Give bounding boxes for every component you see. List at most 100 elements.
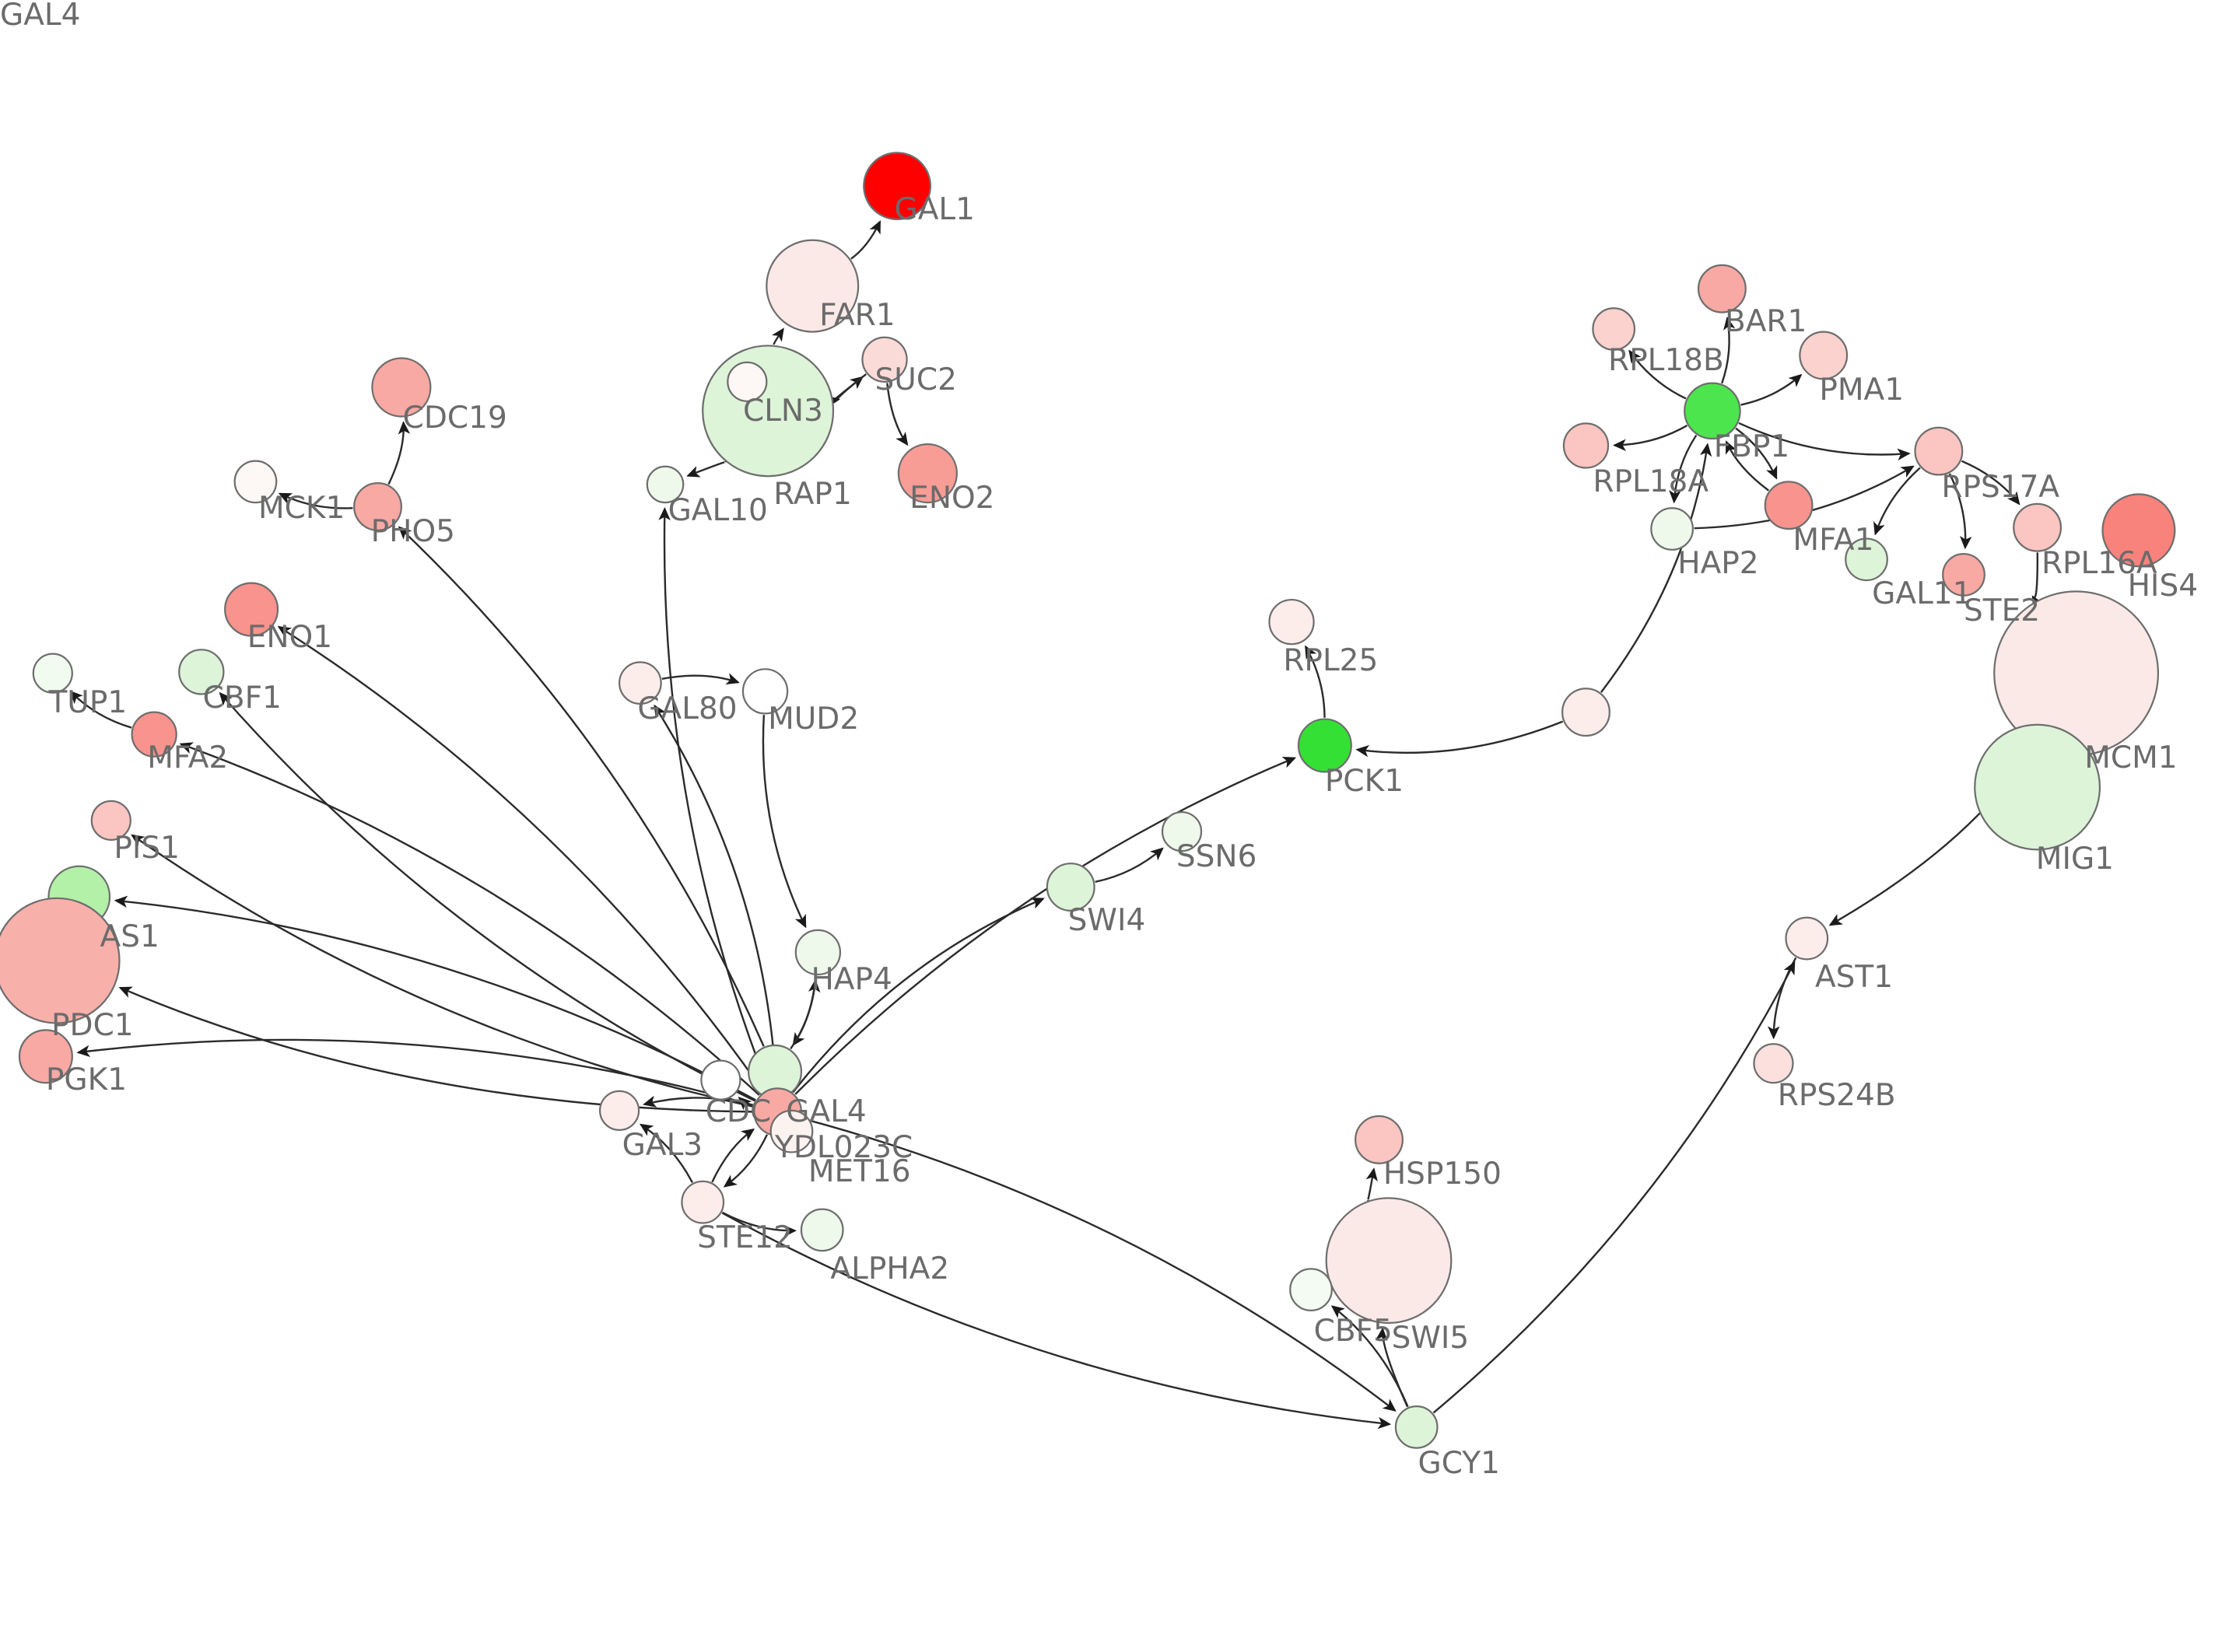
edge-PCK1-to-RPL25 xyxy=(1305,645,1326,718)
edge-FBP1-to-BAR1 xyxy=(1721,316,1736,384)
node-RPL25[interactable] xyxy=(1268,598,1315,646)
node-GCY1[interactable] xyxy=(1394,1405,1439,1449)
edge-PHO5-to-MCK1 xyxy=(278,492,353,509)
edge-GAL4-to-STE12 xyxy=(723,1134,769,1188)
edge-GAL4-to-AS1 xyxy=(114,895,756,1101)
edge-HAP4-to-GALHUB xyxy=(792,975,817,1047)
edge-STE12-to-GAL3 xyxy=(639,1123,694,1183)
node-MUD2[interactable] xyxy=(741,668,789,715)
edge-FBP1-to-RPS17A xyxy=(1738,422,1911,460)
node-HAP4[interactable] xyxy=(794,929,842,976)
node-PCK1[interactable] xyxy=(1297,718,1352,773)
node-HSP150[interactable] xyxy=(1355,1115,1404,1164)
edge-RPS17A-to-STE2 xyxy=(1948,473,1972,550)
edge-SUC2-to-CLN3 xyxy=(826,373,867,408)
edge-layer xyxy=(69,220,2044,1430)
edge-SWI5-to-HSP150 xyxy=(1365,1167,1378,1202)
edge-UNL1-to-FBP1 xyxy=(1600,443,1712,693)
node-UNL1[interactable] xyxy=(1561,688,1610,737)
node-GAL1[interactable] xyxy=(863,152,932,221)
node-FBP1[interactable] xyxy=(1684,382,1741,440)
node-BAR1[interactable] xyxy=(1697,264,1747,313)
node-RPL16A[interactable] xyxy=(2013,502,2063,552)
node-GAL11[interactable] xyxy=(1845,537,1888,582)
edge-RPL16A-to-MCM1 xyxy=(2031,552,2044,610)
node-FAR1[interactable] xyxy=(766,239,860,333)
edge-GAL4-to-PIS1 xyxy=(131,834,754,1108)
edge-FAR1-to-GAL1 xyxy=(850,220,881,260)
node-SWI5[interactable] xyxy=(1325,1197,1453,1325)
edge-RPS17A-to-GAL11 xyxy=(1873,467,1921,536)
node-STE2[interactable] xyxy=(1942,553,1985,597)
edge-STE12-to-ALPHA2 xyxy=(721,1211,797,1237)
node-ALPHA2[interactable] xyxy=(800,1208,844,1252)
node-PGK1[interactable] xyxy=(18,1029,73,1084)
node-GAL3[interactable] xyxy=(599,1090,640,1132)
node-AST1[interactable] xyxy=(1785,916,1829,961)
node-ENO2[interactable] xyxy=(897,443,958,504)
edge-AST1-to-RPS24B xyxy=(1768,957,1797,1040)
edge-GAL4-to-PCK1 xyxy=(794,757,1297,1095)
node-MCK1[interactable] xyxy=(233,460,278,504)
node-ENO1[interactable] xyxy=(224,582,279,637)
node-RPS24B[interactable] xyxy=(1753,1043,1794,1084)
edge-GAL4-to-PDC1 xyxy=(118,986,753,1113)
edge-SWI4-to-SSN6 xyxy=(1095,847,1164,884)
edge-FBP1-to-MFA1 xyxy=(1735,427,1778,480)
node-RAP1[interactable] xyxy=(727,361,768,402)
node-SWI4[interactable] xyxy=(1046,863,1095,912)
edge-GAL4-to-SWI4 xyxy=(792,898,1045,1094)
node-YDL023C[interactable] xyxy=(769,1109,814,1153)
edge-RPS17A-to-RPL16A xyxy=(1961,460,2020,506)
edge-GAL4-to-MFA2 xyxy=(179,742,760,1096)
edge-UNL1-to-PCK1 xyxy=(1355,720,1564,758)
edge-GAL4-to-GCY1 xyxy=(801,1117,1397,1412)
edge-SUC2-to-ENO2 xyxy=(886,383,909,446)
node-CDC19[interactable] xyxy=(371,357,432,418)
node-RPL18B[interactable] xyxy=(1592,307,1636,351)
node-RPL18A[interactable] xyxy=(1562,422,1610,469)
node-PIS1[interactable] xyxy=(90,800,131,841)
edge-CLN3-to-FAR1 xyxy=(771,327,784,345)
node-HIS4[interactable] xyxy=(2101,493,2176,568)
edge-FBP1-to-HAP2 xyxy=(1669,434,1698,504)
edge-GALHUB-to-PHO5 xyxy=(398,526,765,1047)
node-CLN3[interactable] xyxy=(702,345,835,478)
node-TUP1[interactable] xyxy=(32,653,73,694)
edge-PHO5-to-CDC19 xyxy=(387,421,411,485)
edge-GCY1-to-SWI5 xyxy=(1376,1327,1409,1408)
node-CBF5[interactable] xyxy=(1289,1268,1333,1312)
node-SSN6[interactable] xyxy=(1161,811,1203,852)
edge-GAL4-to-GAL3 xyxy=(643,1095,754,1108)
edge-MUD2-to-HAP4 xyxy=(762,715,807,929)
node-STE12[interactable] xyxy=(681,1180,725,1224)
edge-GAL4-to-GAL80 xyxy=(654,704,778,1087)
node-MIG1[interactable] xyxy=(1974,723,2101,851)
edge-STE12-to-GAL4 xyxy=(711,1128,755,1183)
node-MFA1[interactable] xyxy=(1764,481,1814,530)
edge-GAL4-to-ENO1 xyxy=(277,625,765,1093)
node-CBF1[interactable] xyxy=(178,649,225,695)
edge-GAL4-to-GAL10 xyxy=(658,507,769,1090)
node-SUC2[interactable] xyxy=(861,336,908,383)
node-HAP2[interactable] xyxy=(1650,507,1695,551)
edge-MFA2-to-TUP1 xyxy=(69,690,132,729)
node-CDC[interactable] xyxy=(700,1059,741,1101)
edge-FBP1-to-RPL18B xyxy=(1628,349,1687,400)
edge-FBP1-to-PMA1 xyxy=(1740,373,1803,406)
node-layer xyxy=(0,152,2176,1449)
node-MFA2[interactable] xyxy=(131,711,177,758)
edge-FBP1-to-RPL18A xyxy=(1612,424,1688,451)
edge-MFA1-to-FBP1 xyxy=(1725,440,1769,492)
node-RPS17A[interactable] xyxy=(1914,426,1964,476)
node-GAL80[interactable] xyxy=(618,661,662,705)
edge-GALHUB-to-HAP4 xyxy=(790,978,821,1050)
edge-GCY1-to-AST1 xyxy=(1432,961,1796,1414)
edge-CLN3-to-GAL10 xyxy=(686,460,727,478)
node-PHO5[interactable] xyxy=(353,482,402,531)
node-PMA1[interactable] xyxy=(1799,331,1849,380)
edge-GAL80-to-MUD2 xyxy=(661,673,740,685)
node-PDC1[interactable] xyxy=(0,897,121,1024)
node-GAL10[interactable] xyxy=(646,465,685,504)
